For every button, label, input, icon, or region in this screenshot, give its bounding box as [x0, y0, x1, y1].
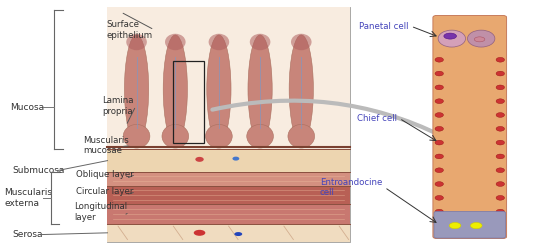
Ellipse shape	[162, 124, 189, 148]
Text: Entroandocine
cell: Entroandocine cell	[320, 178, 382, 197]
Text: Panetal cell: Panetal cell	[359, 22, 409, 31]
Ellipse shape	[444, 33, 457, 39]
Ellipse shape	[234, 232, 242, 236]
Bar	[107, 7, 350, 242]
Bar	[107, 149, 350, 172]
Ellipse shape	[124, 35, 148, 143]
Ellipse shape	[165, 34, 186, 50]
Ellipse shape	[207, 35, 231, 143]
Ellipse shape	[291, 34, 311, 50]
Ellipse shape	[435, 182, 443, 187]
Text: Longitudinal
layer: Longitudinal layer	[74, 202, 128, 222]
Bar	[107, 224, 350, 242]
Bar	[107, 7, 350, 149]
Ellipse shape	[435, 113, 443, 117]
Ellipse shape	[435, 126, 443, 131]
Ellipse shape	[163, 35, 187, 143]
Ellipse shape	[250, 34, 270, 50]
Ellipse shape	[435, 99, 443, 104]
Ellipse shape	[288, 124, 315, 148]
Ellipse shape	[194, 230, 206, 236]
Ellipse shape	[496, 209, 505, 214]
Ellipse shape	[123, 124, 150, 148]
Ellipse shape	[470, 223, 482, 229]
FancyBboxPatch shape	[434, 211, 506, 238]
Text: Chief cell: Chief cell	[357, 114, 397, 123]
Ellipse shape	[206, 124, 232, 148]
Ellipse shape	[289, 35, 313, 143]
Ellipse shape	[195, 157, 204, 162]
Text: Lamina
propria: Lamina propria	[103, 96, 134, 116]
Ellipse shape	[435, 195, 443, 200]
Ellipse shape	[435, 154, 443, 159]
Ellipse shape	[435, 57, 443, 62]
Ellipse shape	[435, 140, 443, 145]
Text: Surface
epithelium: Surface epithelium	[106, 20, 152, 40]
Text: Circular layer: Circular layer	[76, 187, 134, 196]
Ellipse shape	[474, 37, 485, 42]
Bar	[107, 204, 350, 224]
Ellipse shape	[232, 157, 239, 161]
Ellipse shape	[496, 195, 505, 200]
Text: Submucosa: Submucosa	[13, 166, 65, 175]
Text: Oblique layer: Oblique layer	[76, 170, 134, 179]
Ellipse shape	[438, 30, 466, 47]
Ellipse shape	[496, 85, 505, 90]
Ellipse shape	[435, 71, 443, 76]
Ellipse shape	[435, 168, 443, 173]
Ellipse shape	[449, 223, 461, 229]
Ellipse shape	[435, 209, 443, 214]
Text: Mucosa: Mucosa	[10, 103, 44, 112]
Ellipse shape	[496, 57, 505, 62]
Text: Muscularis
externa: Muscularis externa	[4, 188, 52, 208]
Bar	[173, 61, 205, 143]
Ellipse shape	[209, 34, 229, 50]
Ellipse shape	[467, 30, 495, 47]
Ellipse shape	[496, 71, 505, 76]
Ellipse shape	[126, 34, 147, 50]
Text: Serosa: Serosa	[12, 230, 43, 239]
Ellipse shape	[247, 124, 273, 148]
Ellipse shape	[496, 140, 505, 145]
Ellipse shape	[248, 35, 272, 143]
Ellipse shape	[496, 126, 505, 131]
Ellipse shape	[435, 85, 443, 90]
Ellipse shape	[496, 182, 505, 187]
Text: Muscularis
mucosae: Muscularis mucosae	[83, 136, 129, 155]
Ellipse shape	[496, 168, 505, 173]
FancyBboxPatch shape	[433, 15, 507, 239]
Bar	[107, 186, 350, 204]
Ellipse shape	[496, 154, 505, 159]
Ellipse shape	[496, 99, 505, 104]
Ellipse shape	[496, 113, 505, 117]
Bar	[107, 172, 350, 186]
